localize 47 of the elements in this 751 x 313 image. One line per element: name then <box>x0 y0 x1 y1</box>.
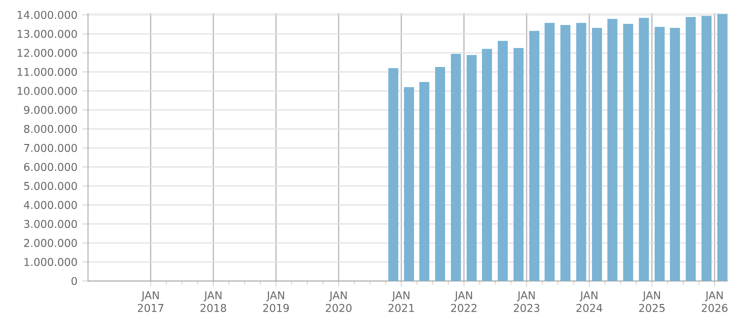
bar <box>607 18 618 281</box>
x-tick-label: JAN 2023 <box>514 291 540 312</box>
bar <box>686 16 696 281</box>
y-tick-label: 0 <box>72 276 77 286</box>
x-tick-label: JAN 2019 <box>263 291 289 312</box>
bar <box>498 40 508 281</box>
bar <box>638 18 649 281</box>
bar <box>482 48 492 281</box>
y-tick-label: 14.000.000 <box>18 10 77 19</box>
y-tick-label: 11.000.000 <box>18 68 77 76</box>
y-tick-label: 3.000.000 <box>24 220 77 228</box>
bar <box>576 22 586 281</box>
bar <box>592 28 602 281</box>
bar <box>404 87 414 281</box>
y-tick-label: 1.000.000 <box>24 258 77 266</box>
x-tick-label: JAN 2018 <box>200 291 226 312</box>
bar <box>623 24 634 281</box>
y-tick-label: 4.000.000 <box>24 200 77 209</box>
y-tick-label: 7.000.000 <box>24 144 77 152</box>
x-tick-label: JAN 2021 <box>388 291 414 312</box>
bar <box>702 16 712 281</box>
bar <box>466 54 477 281</box>
bar <box>654 26 665 281</box>
bar <box>717 14 728 281</box>
y-tick-label: 10.000.000 <box>18 86 77 95</box>
x-tick-label: JAN 2017 <box>138 291 164 312</box>
bar <box>388 68 398 281</box>
bar <box>514 48 524 281</box>
bar <box>419 82 430 281</box>
y-tick-label: 13.000.000 <box>18 30 77 38</box>
y-tick-label: 2.000.000 <box>24 238 77 247</box>
x-tick-label: JAN 2025 <box>639 291 665 312</box>
y-tick-label: 6.000.000 <box>24 162 77 171</box>
bar <box>435 66 446 281</box>
bar <box>529 30 540 281</box>
x-tick-label: JAN 2022 <box>451 291 476 312</box>
bar <box>544 22 555 281</box>
x-tick-label: JAN 2020 <box>326 291 352 312</box>
y-tick-label: 8.000.000 <box>24 124 77 133</box>
y-tick-label: 5.000.000 <box>24 182 77 190</box>
x-tick-label: JAN 2024 <box>576 291 602 312</box>
bar <box>450 54 461 281</box>
bar <box>670 28 680 281</box>
y-tick-label: 9.000.000 <box>24 106 77 114</box>
y-tick-label: 12.000.000 <box>18 48 77 57</box>
bar <box>560 24 570 281</box>
x-tick-label: JAN 2026 <box>702 291 728 312</box>
